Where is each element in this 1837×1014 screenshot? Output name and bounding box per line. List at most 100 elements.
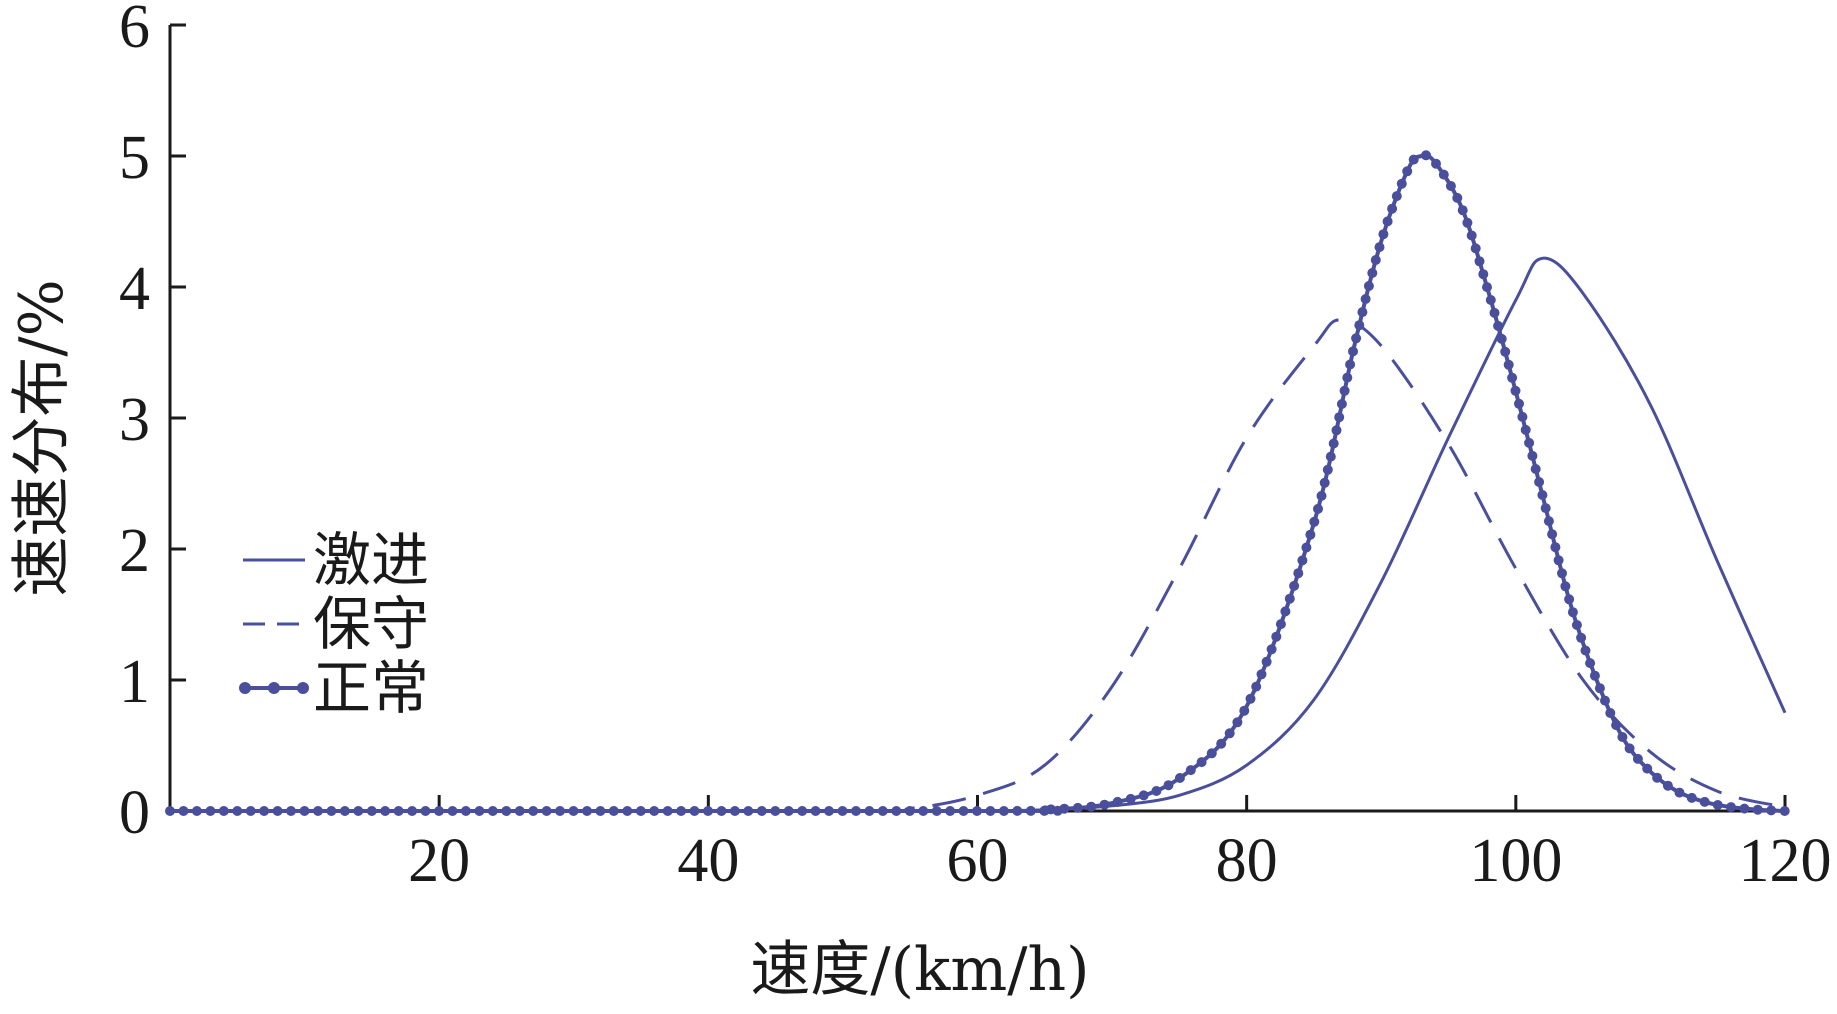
series-marker (407, 806, 418, 816)
series-marker (1527, 450, 1538, 461)
series-marker (1496, 333, 1507, 344)
series-marker (1457, 205, 1468, 216)
series-marker (1280, 606, 1291, 617)
series-marker (1503, 359, 1514, 370)
series-marker (1125, 793, 1136, 804)
series-marker (1421, 150, 1431, 161)
series-marker (1474, 256, 1485, 267)
series-marker (1360, 294, 1371, 304)
series-marker (1589, 670, 1600, 681)
series-marker (595, 806, 606, 816)
series-marker (1012, 805, 1023, 816)
series-marker (931, 806, 942, 816)
series-marker (1540, 503, 1551, 514)
series-marker (756, 806, 767, 816)
series-marker (1537, 490, 1548, 500)
series-marker (1348, 346, 1358, 357)
series-marker (1547, 529, 1558, 540)
series-marker (1507, 372, 1518, 383)
x-tick-label: 120 (1739, 827, 1832, 895)
series-marker (1387, 203, 1398, 214)
series-marker (1520, 424, 1531, 435)
series-marker (1674, 787, 1685, 798)
series-marker (1245, 693, 1256, 704)
series-marker (703, 806, 713, 816)
series-marker (259, 806, 270, 816)
series-marker (1339, 385, 1350, 396)
series-marker (824, 806, 834, 816)
legend-item: 正常 (239, 654, 429, 722)
series-marker (1086, 801, 1097, 812)
series-marker (622, 806, 633, 816)
series-marker (1779, 806, 1790, 816)
series-marker (353, 806, 364, 816)
series-marker (1617, 732, 1628, 742)
series-marker (877, 806, 888, 816)
series-marker (1576, 632, 1587, 643)
x-tick-label: 100 (1469, 827, 1562, 895)
series-marker (1271, 631, 1282, 642)
series-marker (608, 806, 619, 816)
series-marker (662, 806, 673, 816)
y-axis-label: 速速分布/% (7, 279, 77, 596)
legend-item: 激进 (243, 526, 429, 594)
y-tick-label: 3 (119, 386, 150, 454)
series-marker (1564, 594, 1575, 605)
series-marker (1652, 772, 1663, 783)
series-marker (998, 806, 1009, 816)
series-marker (1351, 333, 1362, 344)
series-marker (649, 806, 660, 816)
series-marker (1305, 529, 1316, 540)
series-marker (635, 806, 646, 816)
series-marker (1239, 705, 1250, 716)
series-marker (555, 806, 565, 816)
series-marker (1382, 216, 1393, 227)
series-marker (1363, 281, 1374, 291)
series-marker (1328, 438, 1339, 449)
series-marker (232, 806, 243, 816)
series-marker (1072, 802, 1083, 813)
series-marker (1752, 804, 1763, 815)
x-axis-label: 速度/(km/h) (750, 935, 1089, 1005)
series-marker (1642, 763, 1653, 774)
series-marker (582, 806, 592, 816)
series-marker (689, 806, 700, 816)
series-marker (218, 806, 229, 816)
series-marker (1605, 708, 1616, 718)
series-marker (1196, 757, 1207, 768)
series-marker (541, 806, 552, 816)
series-marker (299, 806, 310, 816)
series-marker (1580, 645, 1591, 656)
series-marker (1174, 773, 1185, 783)
series-marker (1530, 464, 1541, 474)
series-marker (1489, 307, 1500, 318)
series-marker (783, 806, 794, 816)
y-tick-label: 1 (119, 648, 150, 716)
legend-label: 激进 (313, 526, 429, 594)
series-marker (1224, 728, 1235, 739)
series-marker (1289, 580, 1300, 591)
series-marker (514, 806, 525, 816)
series-marker (1493, 320, 1504, 331)
series-marker (1485, 295, 1496, 305)
series-marker (1316, 490, 1327, 501)
series-marker (434, 806, 444, 816)
series-marker (474, 806, 485, 816)
series-marker (676, 806, 687, 816)
series-marker (1251, 681, 1262, 692)
series-marker (1301, 542, 1312, 553)
series-marker (1567, 607, 1578, 618)
series-marker (864, 806, 875, 816)
series-marker (1550, 542, 1561, 553)
series-marker (380, 806, 391, 816)
series-marker (1662, 780, 1673, 791)
series-marker (447, 806, 458, 816)
legend-marker (239, 682, 251, 694)
series-marker (501, 806, 512, 816)
series-marker (1256, 669, 1267, 680)
series-marker (1712, 800, 1723, 810)
series-marker (1370, 255, 1381, 265)
series-marker (958, 806, 969, 816)
